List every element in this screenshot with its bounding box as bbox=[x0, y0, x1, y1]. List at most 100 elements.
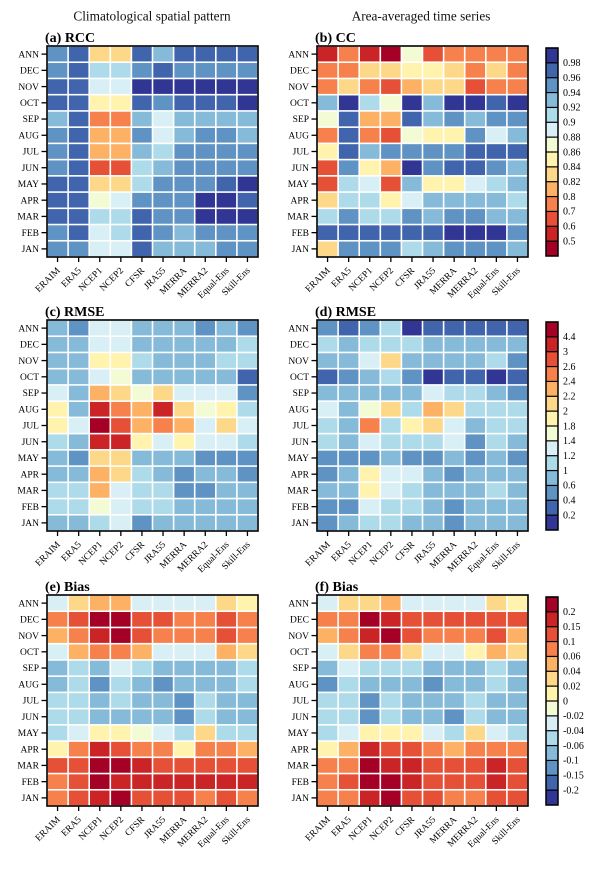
svg-text:AUG: AUG bbox=[288, 131, 309, 141]
svg-text:1.8: 1.8 bbox=[563, 421, 576, 432]
svg-text:4.4: 4.4 bbox=[563, 332, 576, 343]
svg-text:OCT: OCT bbox=[20, 373, 39, 383]
svg-text:MAY: MAY bbox=[18, 180, 39, 190]
svg-text:(d) RMSE: (d) RMSE bbox=[315, 305, 376, 320]
svg-text:APR: APR bbox=[21, 745, 40, 755]
svg-text:JAN: JAN bbox=[292, 794, 310, 804]
svg-text:2: 2 bbox=[563, 406, 568, 417]
svg-text:NOV: NOV bbox=[288, 357, 309, 367]
svg-text:FEB: FEB bbox=[22, 503, 39, 513]
svg-text:JUL: JUL bbox=[23, 422, 40, 432]
svg-text:SEP: SEP bbox=[23, 664, 39, 674]
svg-text:AUG: AUG bbox=[288, 680, 309, 690]
svg-text:0.2: 0.2 bbox=[563, 607, 576, 618]
svg-text:ANN: ANN bbox=[18, 50, 39, 60]
svg-text:JUL: JUL bbox=[23, 697, 40, 707]
svg-text:0.86: 0.86 bbox=[563, 147, 581, 158]
svg-text:FEB: FEB bbox=[292, 229, 309, 239]
svg-text:AUG: AUG bbox=[288, 405, 309, 415]
svg-text:MAY: MAY bbox=[18, 454, 39, 464]
svg-text:0.1: 0.1 bbox=[563, 637, 576, 648]
svg-text:AUG: AUG bbox=[18, 131, 39, 141]
svg-text:0.9: 0.9 bbox=[563, 118, 576, 129]
svg-text:0.2: 0.2 bbox=[563, 510, 576, 521]
svg-text:MAR: MAR bbox=[17, 213, 39, 223]
svg-text:APR: APR bbox=[21, 470, 40, 480]
svg-text:0.5: 0.5 bbox=[563, 236, 576, 247]
svg-text:JAN: JAN bbox=[22, 245, 40, 255]
svg-text:SEP: SEP bbox=[23, 389, 39, 399]
svg-text:-0.2: -0.2 bbox=[563, 785, 579, 796]
svg-text:0.06: 0.06 bbox=[563, 652, 581, 663]
svg-text:FEB: FEB bbox=[22, 778, 39, 788]
svg-text:JUL: JUL bbox=[293, 422, 310, 432]
svg-text:APR: APR bbox=[291, 196, 310, 206]
svg-text:DEC: DEC bbox=[20, 67, 39, 77]
svg-text:FEB: FEB bbox=[292, 778, 309, 788]
svg-text:DEC: DEC bbox=[20, 341, 39, 351]
svg-text:JUL: JUL bbox=[293, 697, 310, 707]
svg-text:2.2: 2.2 bbox=[563, 392, 576, 403]
svg-text:JAN: JAN bbox=[292, 519, 310, 529]
svg-text:DEC: DEC bbox=[290, 341, 309, 351]
svg-text:JUN: JUN bbox=[292, 164, 310, 174]
svg-text:0.7: 0.7 bbox=[563, 207, 576, 218]
svg-text:0.4: 0.4 bbox=[563, 496, 576, 507]
svg-text:-0.15: -0.15 bbox=[563, 771, 584, 782]
svg-text:(f) Bias: (f) Bias bbox=[315, 580, 359, 595]
svg-text:NOV: NOV bbox=[18, 83, 39, 93]
svg-text:MAY: MAY bbox=[18, 729, 39, 739]
svg-text:3: 3 bbox=[563, 347, 568, 358]
svg-text:Climatological spatial pattern: Climatological spatial pattern bbox=[73, 9, 231, 24]
svg-text:ANN: ANN bbox=[288, 599, 309, 609]
svg-text:JAN: JAN bbox=[22, 519, 40, 529]
svg-text:DEC: DEC bbox=[20, 616, 39, 626]
svg-text:ANN: ANN bbox=[288, 324, 309, 334]
svg-text:NOV: NOV bbox=[288, 83, 309, 93]
svg-text:NOV: NOV bbox=[18, 632, 39, 642]
svg-text:JUL: JUL bbox=[293, 148, 310, 158]
svg-text:OCT: OCT bbox=[20, 99, 39, 109]
svg-text:(c) RMSE: (c) RMSE bbox=[45, 305, 105, 320]
svg-text:0.94: 0.94 bbox=[563, 88, 581, 99]
svg-text:0: 0 bbox=[563, 696, 568, 707]
svg-text:NOV: NOV bbox=[18, 357, 39, 367]
svg-text:JAN: JAN bbox=[292, 245, 310, 255]
svg-text:MAR: MAR bbox=[287, 213, 309, 223]
svg-text:2.4: 2.4 bbox=[563, 377, 576, 388]
svg-text:OCT: OCT bbox=[20, 648, 39, 658]
svg-text:ANN: ANN bbox=[288, 50, 309, 60]
svg-text:0.02: 0.02 bbox=[563, 681, 581, 692]
svg-text:DEC: DEC bbox=[290, 616, 309, 626]
svg-text:JUN: JUN bbox=[292, 438, 310, 448]
svg-text:SEP: SEP bbox=[23, 115, 39, 125]
svg-text:1.2: 1.2 bbox=[563, 451, 576, 462]
svg-text:NOV: NOV bbox=[288, 632, 309, 642]
svg-text:MAY: MAY bbox=[288, 180, 309, 190]
svg-text:0.82: 0.82 bbox=[563, 177, 581, 188]
svg-text:APR: APR bbox=[291, 470, 310, 480]
svg-text:DEC: DEC bbox=[290, 67, 309, 77]
svg-text:-0.02: -0.02 bbox=[563, 711, 584, 722]
svg-text:(b) CC: (b) CC bbox=[315, 31, 356, 46]
svg-text:AUG: AUG bbox=[18, 405, 39, 415]
svg-text:OCT: OCT bbox=[290, 648, 309, 658]
svg-text:0.04: 0.04 bbox=[563, 667, 581, 678]
svg-text:JUL: JUL bbox=[23, 148, 40, 158]
svg-text:ANN: ANN bbox=[18, 599, 39, 609]
svg-text:-0.1: -0.1 bbox=[563, 756, 579, 767]
svg-text:0.88: 0.88 bbox=[563, 132, 581, 143]
svg-text:OCT: OCT bbox=[290, 99, 309, 109]
svg-text:ANN: ANN bbox=[18, 324, 39, 334]
svg-text:APR: APR bbox=[291, 745, 310, 755]
svg-text:MAY: MAY bbox=[288, 729, 309, 739]
svg-text:0.92: 0.92 bbox=[563, 103, 581, 114]
svg-text:FEB: FEB bbox=[292, 503, 309, 513]
svg-text:1: 1 bbox=[563, 466, 568, 477]
svg-text:1.4: 1.4 bbox=[563, 436, 576, 447]
svg-text:SEP: SEP bbox=[293, 389, 309, 399]
svg-text:-0.04: -0.04 bbox=[563, 726, 584, 737]
svg-text:0.96: 0.96 bbox=[563, 73, 581, 84]
svg-text:0.8: 0.8 bbox=[563, 192, 576, 203]
svg-text:Area-averaged time series: Area-averaged time series bbox=[352, 9, 491, 24]
